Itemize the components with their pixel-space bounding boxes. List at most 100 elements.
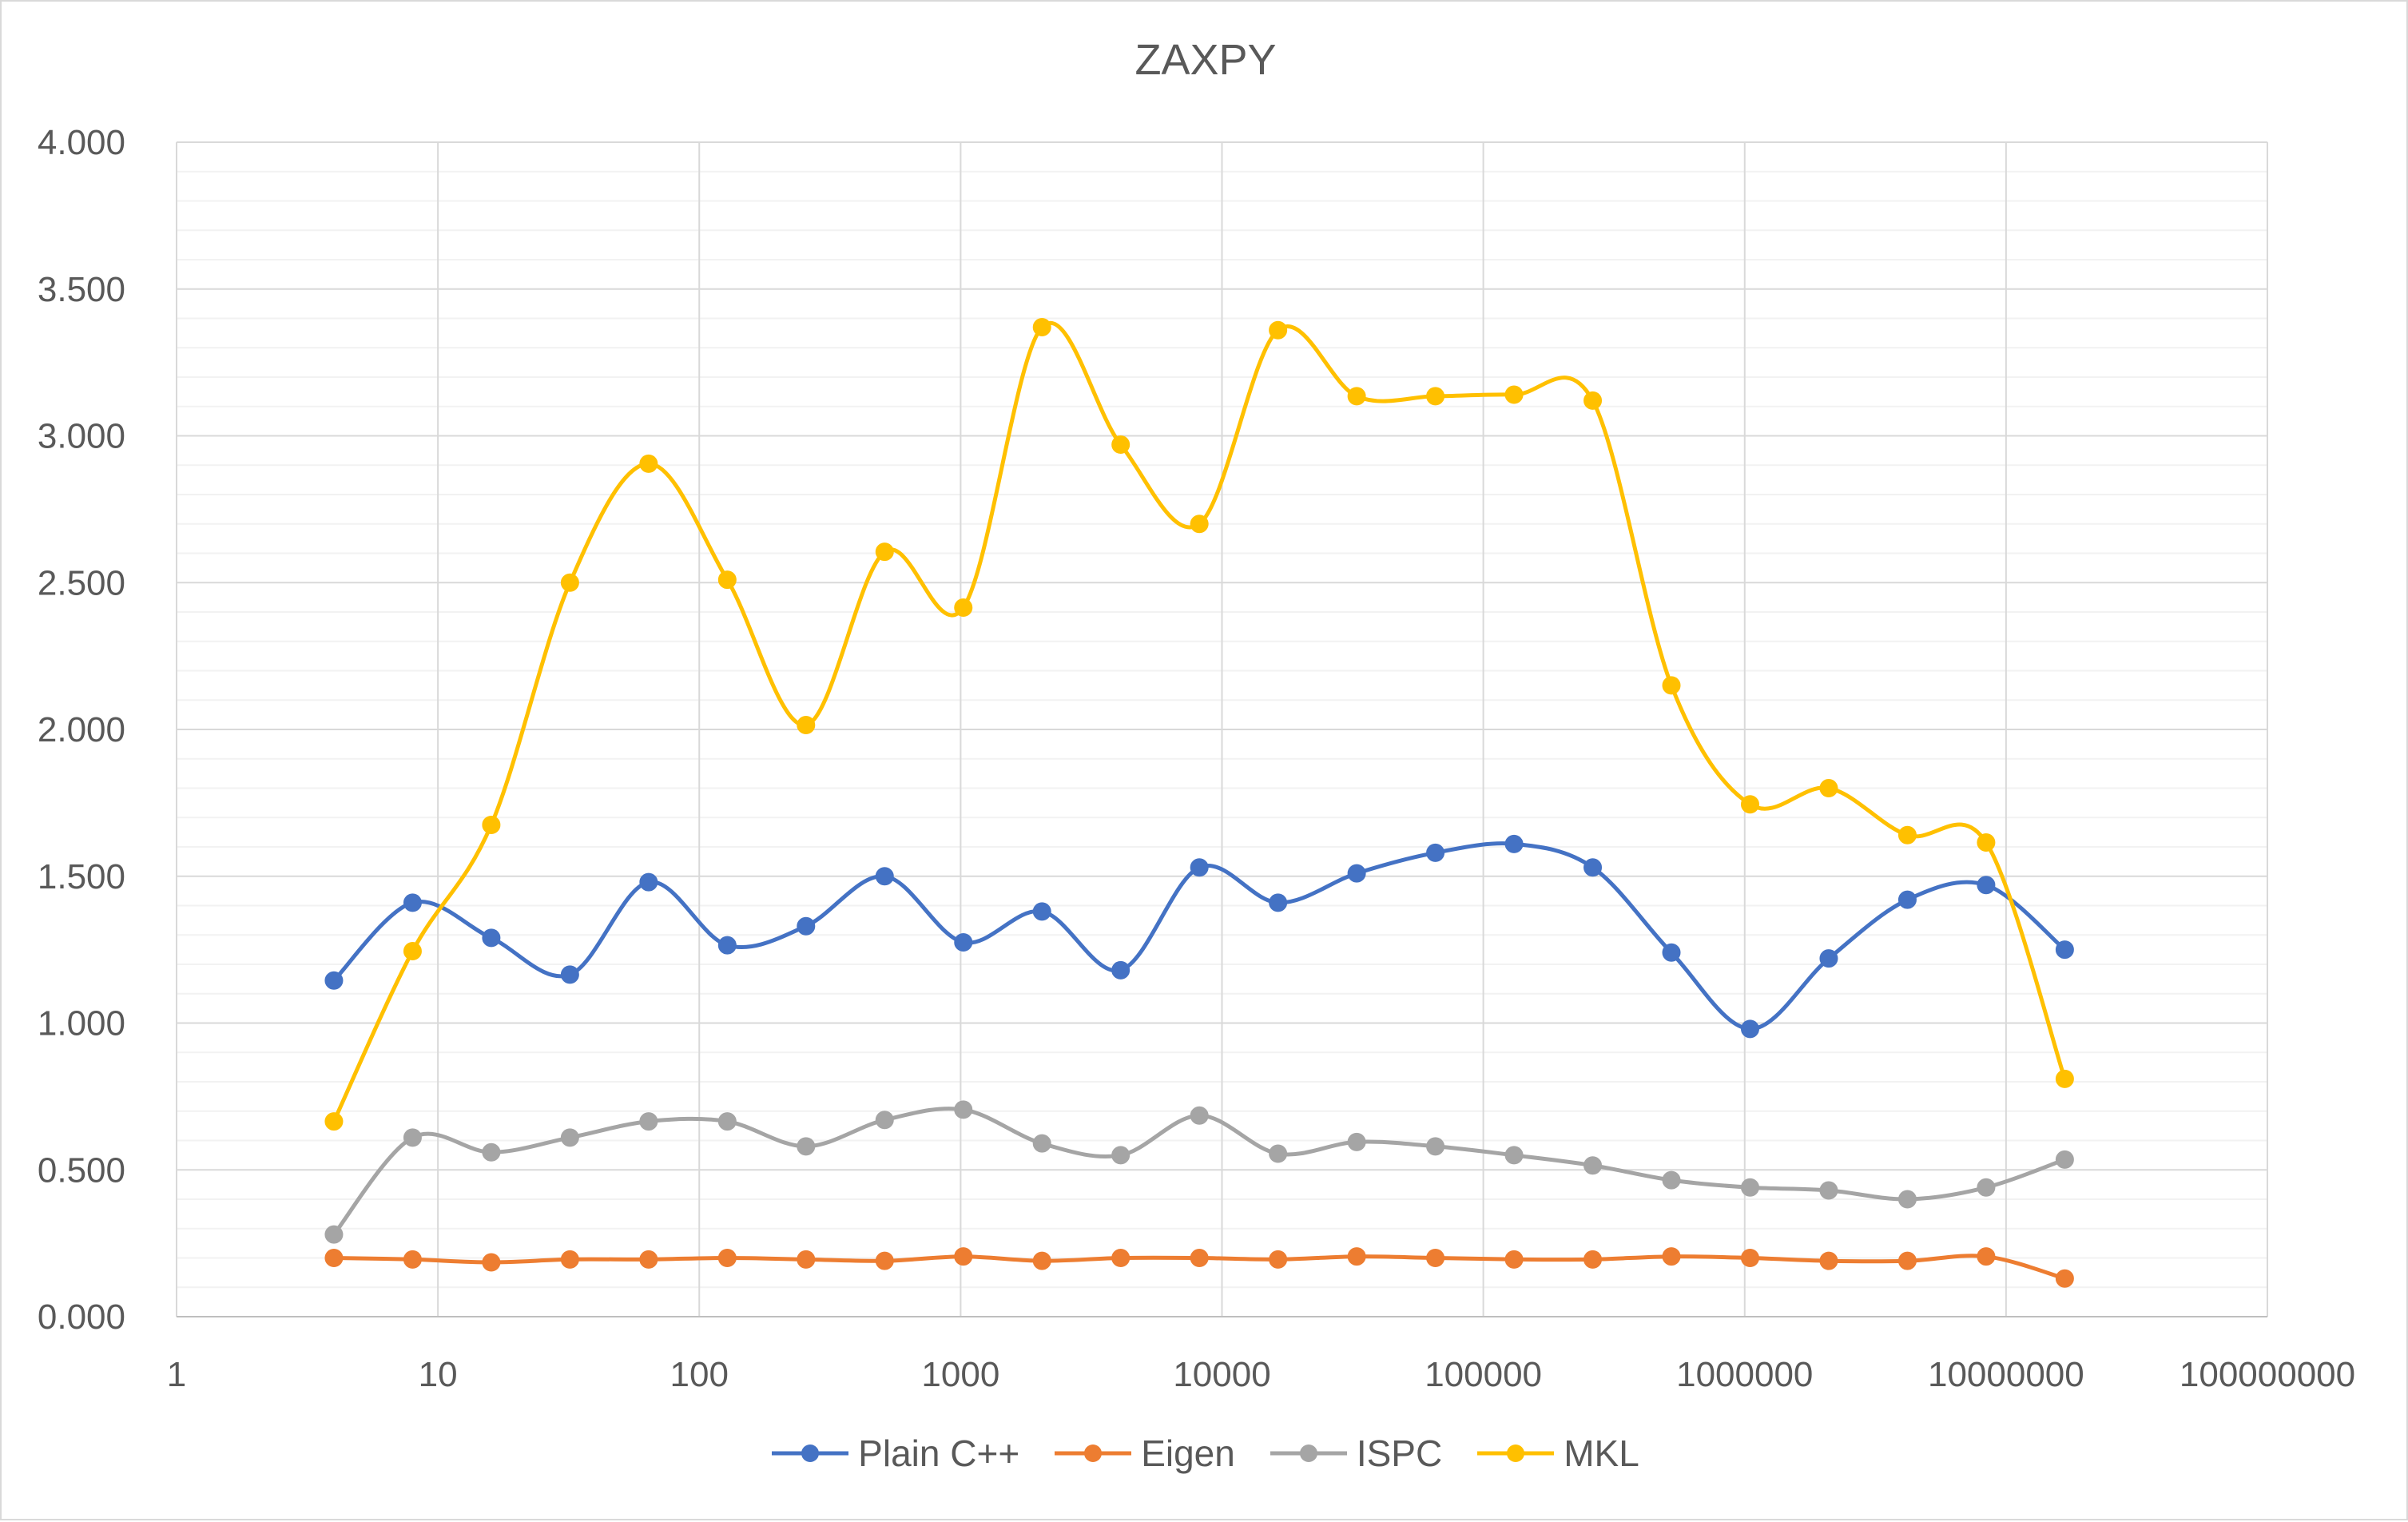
data-point-plain-c: [560, 965, 579, 984]
data-point-eigen: [1977, 1247, 1996, 1266]
data-point-eigen: [1740, 1249, 1759, 1267]
data-point-eigen: [2055, 1269, 2074, 1288]
data-point-plain-c: [639, 872, 658, 892]
data-point-ispc: [1819, 1181, 1838, 1200]
data-point-ispc: [1032, 1134, 1051, 1153]
data-point-plain-c: [1583, 858, 1603, 877]
data-point-plain-c: [2055, 940, 2074, 960]
series-line-plain-c: [332, 841, 2067, 1031]
data-point-eigen: [1819, 1251, 1838, 1270]
data-point-eigen: [1662, 1247, 1681, 1266]
data-point-plain-c: [1190, 858, 1209, 877]
data-point-ispc: [1583, 1156, 1603, 1175]
data-point-eigen: [1426, 1249, 1445, 1267]
legend-label-ispc: ISPC: [1356, 1433, 1443, 1474]
major-gridlines: [176, 141, 2268, 1317]
legend-marker-plain-c: [772, 1445, 849, 1462]
data-point-mkl: [403, 941, 422, 960]
data-point-mkl: [717, 570, 737, 590]
data-point-mkl: [1504, 385, 1524, 404]
data-point-eigen: [1504, 1250, 1524, 1269]
data-point-ispc: [717, 1112, 737, 1131]
y-tick-label: 3.000: [38, 417, 125, 456]
data-point-eigen: [324, 1249, 344, 1267]
data-point-ispc: [403, 1128, 422, 1147]
data-point-ispc: [1662, 1170, 1681, 1190]
data-point-eigen: [639, 1250, 658, 1269]
data-point-ispc: [2055, 1150, 2074, 1169]
y-tick-label: 4.000: [38, 123, 125, 162]
legend-marker-eigen: [1055, 1445, 1132, 1462]
data-point-eigen: [875, 1251, 894, 1270]
legend: Plain C++ Eigen ISPC MKL: [2, 1432, 2408, 1475]
data-point-eigen: [482, 1253, 501, 1272]
y-tick-label: 1.500: [38, 857, 125, 896]
data-point-ispc: [1504, 1146, 1524, 1165]
data-point-plain-c: [797, 916, 816, 936]
x-tick-label: 100: [670, 1355, 729, 1394]
y-tick-label: 0.000: [38, 1297, 125, 1337]
data-point-plain-c: [1819, 949, 1838, 968]
data-point-mkl: [1819, 779, 1838, 797]
legend-label-eigen: Eigen: [1141, 1433, 1235, 1474]
data-point-ispc: [1426, 1137, 1445, 1156]
x-tick-label: 10: [419, 1355, 458, 1394]
data-point-plain-c: [717, 936, 737, 955]
x-tick-label: 100000: [1425, 1355, 1542, 1394]
data-point-mkl: [1190, 515, 1209, 534]
legend-item-eigen: Eigen: [1055, 1432, 1235, 1475]
x-tick-label: 10000000: [1928, 1355, 2084, 1394]
y-tick-label: 3.500: [38, 270, 125, 309]
data-point-plain-c: [1977, 876, 1996, 895]
data-point-ispc: [1897, 1190, 1917, 1209]
data-point-mkl: [1426, 387, 1445, 406]
data-point-plain-c: [875, 867, 894, 886]
data-point-eigen: [1347, 1247, 1366, 1266]
data-point-mkl: [1977, 833, 1996, 852]
data-point-ispc: [324, 1225, 344, 1244]
data-point-eigen: [1897, 1251, 1917, 1270]
data-point-eigen: [403, 1250, 422, 1269]
data-point-mkl: [560, 573, 579, 592]
data-point-eigen: [560, 1250, 579, 1269]
data-point-plain-c: [1347, 864, 1366, 883]
data-point-plain-c: [1269, 893, 1288, 912]
data-point-mkl: [1740, 795, 1759, 814]
legend-marker-mkl: [1477, 1445, 1555, 1462]
legend-label-mkl: MKL: [1564, 1433, 1639, 1474]
data-point-mkl: [875, 542, 894, 562]
chart-title: ZAXPY: [1134, 36, 1277, 84]
data-point-ispc: [1269, 1144, 1288, 1163]
series-points: [324, 318, 2074, 1288]
data-point-mkl: [482, 815, 501, 834]
x-tick-label: 1000: [921, 1355, 999, 1394]
data-point-ispc: [639, 1112, 658, 1131]
data-point-eigen: [717, 1249, 737, 1267]
data-point-mkl: [1347, 387, 1366, 406]
x-tick-label: 1: [167, 1355, 186, 1394]
data-point-ispc: [1347, 1132, 1366, 1151]
data-point-eigen: [1583, 1250, 1603, 1269]
data-point-mkl: [1269, 320, 1288, 340]
x-tick-label: 1000000: [1676, 1355, 1813, 1394]
legend-item-mkl: MKL: [1477, 1432, 1639, 1475]
data-point-plain-c: [1504, 834, 1524, 853]
data-point-plain-c: [1426, 843, 1445, 862]
data-point-mkl: [324, 1112, 344, 1131]
data-point-plain-c: [1662, 943, 1681, 962]
data-point-plain-c: [1897, 890, 1917, 909]
legend-item-ispc: ISPC: [1270, 1432, 1442, 1475]
y-tick-label: 1.000: [38, 1004, 125, 1043]
data-point-plain-c: [954, 932, 973, 952]
series-lines: [332, 320, 2067, 1281]
data-point-ispc: [1740, 1178, 1759, 1197]
data-point-eigen: [797, 1250, 816, 1269]
legend-item-plain-c: Plain C++: [772, 1432, 1019, 1475]
data-point-plain-c: [482, 928, 501, 948]
data-point-mkl: [1032, 318, 1051, 337]
data-point-mkl: [954, 598, 973, 617]
data-point-ispc: [482, 1142, 501, 1162]
series-line-mkl: [332, 320, 2067, 1123]
